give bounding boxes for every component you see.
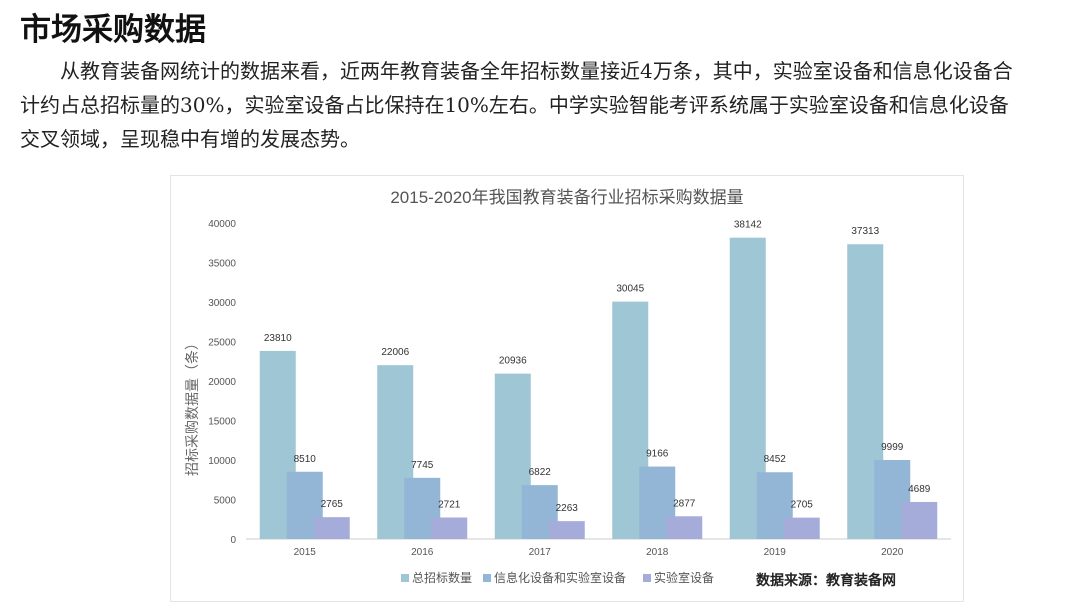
x-tick-label: 2018 [646, 547, 669, 558]
data-label: 2765 [321, 499, 344, 510]
data-label: 6822 [529, 467, 552, 478]
legend-label: 实验室设备 [654, 570, 714, 585]
data-label: 8452 [764, 454, 787, 465]
chart-title: 2015-2020年我国教育装备行业招标采购数据量 [390, 188, 743, 207]
data-label: 9999 [881, 442, 904, 453]
y-tick-label: 40000 [208, 219, 236, 230]
y-tick-label: 35000 [208, 259, 236, 270]
data-source: 数据来源：教育装备网 [756, 572, 896, 588]
data-label: 2721 [438, 500, 461, 511]
bar [431, 517, 468, 539]
x-tick-label: 2019 [764, 547, 787, 558]
x-tick-label: 2016 [411, 547, 434, 558]
legend-swatch [483, 574, 491, 582]
y-tick-label: 25000 [208, 338, 236, 349]
data-label: 9166 [646, 449, 669, 460]
data-label: 20936 [499, 356, 527, 367]
x-tick-label: 2020 [881, 547, 904, 558]
y-tick-label: 5000 [214, 496, 237, 507]
y-tick-label: 20000 [208, 377, 236, 388]
bar [901, 501, 938, 539]
data-label: 22006 [381, 347, 409, 358]
data-label: 2877 [673, 498, 696, 509]
legend-swatch [643, 574, 651, 582]
legend-swatch [401, 574, 409, 582]
data-label: 23810 [264, 333, 292, 344]
y-tick-label: 30000 [208, 298, 236, 309]
legend-label: 总招标数量 [412, 570, 472, 585]
intro-paragraph: 从教育装备网统计的数据来看，近两年教育装备全年招标数量接近4万条，其中，实验室设… [20, 59, 1013, 151]
bar [548, 521, 585, 539]
data-label: 7745 [411, 460, 434, 471]
bar [313, 517, 350, 539]
y-axis-label: 招标采购数据量（条） [184, 336, 200, 476]
data-label: 37313 [851, 226, 879, 237]
bar-chart: 2015-2020年我国教育装备行业招标采购数据量 招标采购数据量（条） 0 50… [170, 175, 964, 602]
y-tick-label: 0 [230, 535, 236, 546]
page-title: 市场采购数据 [20, 12, 206, 48]
data-label: 8510 [294, 454, 317, 465]
data-label: 4689 [908, 484, 931, 495]
x-tick-label: 2017 [529, 547, 552, 558]
y-tick-label: 15000 [208, 417, 236, 428]
y-tick-label: 10000 [208, 456, 236, 467]
data-label: 2263 [556, 503, 579, 514]
bar [666, 516, 703, 539]
legend-label: 信息化设备和实验室设备 [494, 570, 626, 585]
data-label: 30045 [616, 284, 644, 295]
bar [783, 517, 820, 539]
x-tick-label: 2015 [294, 547, 317, 558]
data-label: 2705 [791, 500, 814, 511]
data-label: 38142 [734, 220, 762, 231]
